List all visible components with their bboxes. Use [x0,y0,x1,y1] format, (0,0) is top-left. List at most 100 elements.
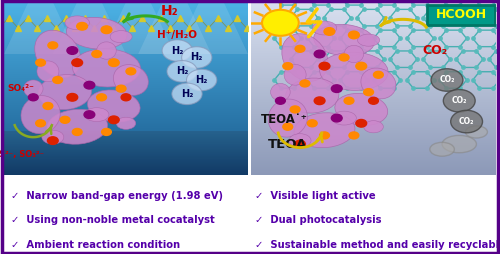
Circle shape [84,81,95,89]
Text: H₂: H₂ [190,53,203,62]
Circle shape [84,111,95,118]
FancyBboxPatch shape [428,5,495,25]
Circle shape [116,85,126,92]
Circle shape [28,94,38,101]
Text: TEOA: TEOA [268,138,308,151]
Polygon shape [4,2,77,54]
Circle shape [450,110,482,133]
Circle shape [308,120,317,127]
Circle shape [167,61,197,82]
Ellipse shape [332,111,356,125]
Ellipse shape [72,49,140,87]
Circle shape [348,31,360,39]
Circle shape [162,40,192,61]
Text: TEOA˙⁺: TEOA˙⁺ [260,113,308,126]
Ellipse shape [320,52,388,90]
Text: CO₂: CO₂ [440,75,455,85]
Circle shape [339,54,349,61]
Circle shape [332,114,342,122]
Circle shape [72,59,83,67]
Text: SO₄²⁻: SO₄²⁻ [8,84,34,93]
Text: H₂: H₂ [181,89,193,99]
Circle shape [96,94,106,101]
Circle shape [67,47,78,54]
Circle shape [314,97,325,105]
Text: H⁺/H₂O: H⁺/H₂O [157,30,197,40]
Text: ✓  Ambient reaction condition: ✓ Ambient reaction condition [12,240,180,250]
Circle shape [356,119,366,127]
Circle shape [324,28,335,35]
Ellipse shape [42,130,64,144]
Ellipse shape [268,99,308,137]
Ellipse shape [286,78,339,113]
Ellipse shape [361,68,396,99]
Ellipse shape [312,21,337,35]
Circle shape [36,59,46,66]
Text: H₂: H₂ [196,75,208,85]
Ellipse shape [116,117,136,129]
Polygon shape [102,2,175,54]
Circle shape [295,45,305,52]
Circle shape [320,132,330,139]
Circle shape [172,83,202,105]
Polygon shape [138,2,212,54]
Ellipse shape [21,96,60,134]
Ellipse shape [270,84,290,101]
Circle shape [76,22,88,30]
Ellipse shape [34,30,80,78]
Circle shape [126,68,136,75]
Polygon shape [53,2,126,54]
Polygon shape [175,2,248,54]
Ellipse shape [47,109,108,144]
Ellipse shape [65,16,90,30]
Circle shape [314,50,325,58]
Circle shape [444,89,475,112]
Circle shape [319,62,330,70]
Circle shape [344,97,354,104]
Ellipse shape [466,126,487,138]
Circle shape [121,94,131,101]
Text: H₂: H₂ [171,45,183,56]
Ellipse shape [335,93,388,125]
Circle shape [67,93,78,101]
Circle shape [349,132,359,139]
Ellipse shape [114,65,148,95]
Circle shape [374,71,384,78]
Circle shape [262,10,299,36]
Ellipse shape [110,31,132,43]
Text: HCOOH: HCOOH [436,8,487,21]
Ellipse shape [289,134,311,148]
Circle shape [283,63,292,70]
Ellipse shape [430,142,454,156]
Circle shape [101,26,112,34]
Circle shape [364,89,374,96]
Text: ✓  Using non-noble metal cocatalyst: ✓ Using non-noble metal cocatalyst [12,215,215,225]
Text: ✓  Narrow band-gap energy (1.98 eV): ✓ Narrow band-gap energy (1.98 eV) [12,191,224,201]
Ellipse shape [284,65,306,85]
Circle shape [72,129,82,135]
Ellipse shape [37,61,59,82]
Circle shape [92,51,102,57]
Ellipse shape [66,18,127,49]
Ellipse shape [344,45,364,63]
Text: ✓  Sustainable method and easily recyclable: ✓ Sustainable method and easily recyclab… [255,240,500,250]
Ellipse shape [88,90,140,122]
Text: ✓  Dual photocatalysis: ✓ Dual photocatalysis [255,215,382,225]
Text: H₂: H₂ [161,4,178,18]
Circle shape [60,116,70,123]
Circle shape [43,103,53,109]
Ellipse shape [294,113,355,148]
Circle shape [431,69,463,91]
Ellipse shape [38,75,92,110]
Ellipse shape [442,135,476,153]
Ellipse shape [96,42,116,59]
Text: CO₂: CO₂ [422,44,448,57]
Circle shape [300,80,310,87]
Circle shape [36,120,46,127]
Circle shape [294,140,306,148]
Circle shape [48,42,58,49]
Circle shape [48,137,58,145]
Circle shape [332,85,342,92]
Text: ✓  Visible light active: ✓ Visible light active [255,191,376,201]
Circle shape [290,106,300,113]
